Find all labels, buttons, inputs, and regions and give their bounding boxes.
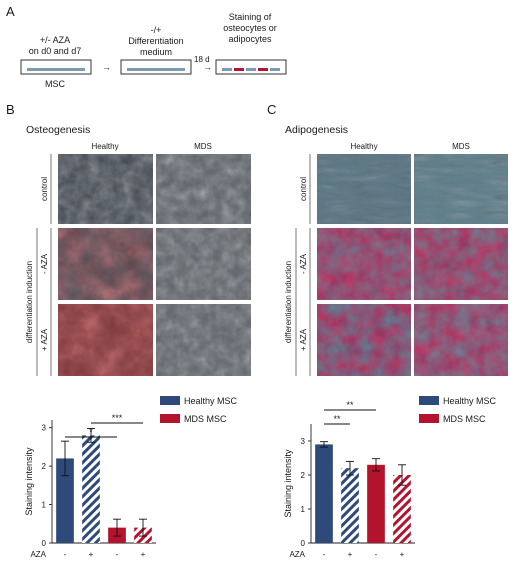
- osteo-group-label: differentiation induction: [25, 261, 34, 343]
- step3-line2: osteocytes or: [223, 23, 277, 33]
- adipo-col-healthy: Healthy: [350, 142, 377, 151]
- arrow-2: →: [203, 62, 212, 72]
- adipo-bar: [393, 475, 411, 543]
- adipo-row-control: control: [299, 177, 308, 201]
- step1-dish: [20, 59, 92, 75]
- step2-dish: [120, 59, 192, 75]
- adipo-image-grid: [317, 154, 508, 376]
- osteo-ylabel: Staining intensity: [24, 447, 34, 516]
- osteo-col-healthy: Healthy: [91, 142, 118, 151]
- osteo-ytick-label: 3: [42, 424, 47, 433]
- adipo-legend-swatch: [419, 414, 439, 423]
- adipo-bar-chart: 0 1 2 3 Staining intensity - + - + AZA ** ** Healthy…: [283, 396, 497, 559]
- adipo-ylabel: Staining intensity: [283, 449, 293, 518]
- osteo-xtick-label: +: [141, 550, 146, 559]
- osteo-legend-label: MDS MSC: [184, 414, 227, 424]
- osteo-bar: [82, 435, 100, 543]
- step2-line2: Differentiation: [128, 36, 183, 46]
- panel-b-letter: B: [6, 102, 15, 117]
- osteo-bar: [56, 458, 74, 543]
- osteo-row-minus-aza: - AZA: [40, 253, 49, 274]
- osteo-ytick-label: 0: [42, 539, 47, 548]
- adipo-legend-label: MDS MSC: [443, 414, 486, 424]
- osteo-legend-swatch: [160, 396, 180, 405]
- adipo-ytick-label: 3: [301, 437, 306, 446]
- adipo-ytick-label: 2: [301, 471, 306, 480]
- step3-dish: [215, 59, 287, 75]
- osteo-image-grid: [58, 154, 251, 376]
- adipo-xtick-label: +: [348, 550, 353, 559]
- osteo-xgroup-label: AZA: [30, 550, 46, 559]
- step1-line1: +/- AZA: [40, 35, 70, 45]
- duration-label: 18 d: [194, 55, 210, 64]
- osteo-sig-label: ***: [112, 413, 123, 423]
- adipo-xtick-label: -: [323, 550, 326, 559]
- adipo-row-minus-aza: - AZA: [299, 253, 308, 274]
- osteo-col-mds: MDS: [194, 142, 212, 151]
- osteo-ytick-label: 2: [42, 462, 47, 471]
- adipo-row-plus-aza: + AZA: [299, 328, 308, 351]
- adipo-ytick-label: 1: [301, 505, 306, 514]
- osteo-legend-swatch: [160, 414, 180, 423]
- adipo-bar: [341, 468, 359, 543]
- adipo-legend-swatch: [419, 396, 439, 405]
- step2-line3: medium: [140, 47, 172, 57]
- osteo-xtick-label: -: [64, 550, 67, 559]
- osteo-row-control: control: [40, 177, 49, 201]
- osteo-legend-label: Healthy MSC: [184, 396, 238, 406]
- osteo-sig-label: *: [89, 427, 93, 437]
- step3-line1: Staining of: [229, 12, 272, 22]
- panel-c-title: Adipogenesis: [285, 124, 348, 136]
- arrow-1: →: [102, 62, 111, 72]
- adipo-xgroup-label: AZA: [289, 550, 305, 559]
- adipo-xtick-label: -: [375, 550, 378, 559]
- adipo-bar: [367, 464, 385, 543]
- adipo-col-mds: MDS: [452, 142, 470, 151]
- panel-c-letter: C: [267, 102, 276, 117]
- step1-label: MSC: [45, 79, 66, 89]
- osteo-xtick-label: -: [116, 550, 119, 559]
- adipo-sig-label: **: [333, 414, 341, 424]
- step2-line1: -/+: [151, 25, 162, 35]
- panel-a-letter: A: [6, 4, 15, 19]
- osteo-row-plus-aza: + AZA: [40, 328, 49, 351]
- osteo-ytick-label: 1: [42, 501, 47, 510]
- adipo-xtick-label: +: [400, 550, 405, 559]
- step3-line3: adipocytes: [228, 34, 272, 44]
- adipo-sig-label: **: [346, 400, 354, 410]
- adipo-legend-label: Healthy MSC: [443, 396, 497, 406]
- osteo-xtick-label: +: [89, 550, 94, 559]
- panel-b-title: Osteogenesis: [26, 124, 90, 136]
- step1-line2: on d0 and d7: [29, 46, 82, 56]
- adipo-group-label: differentiation induction: [284, 261, 293, 343]
- adipo-bar: [315, 444, 333, 543]
- adipo-ytick-label: 0: [301, 539, 306, 548]
